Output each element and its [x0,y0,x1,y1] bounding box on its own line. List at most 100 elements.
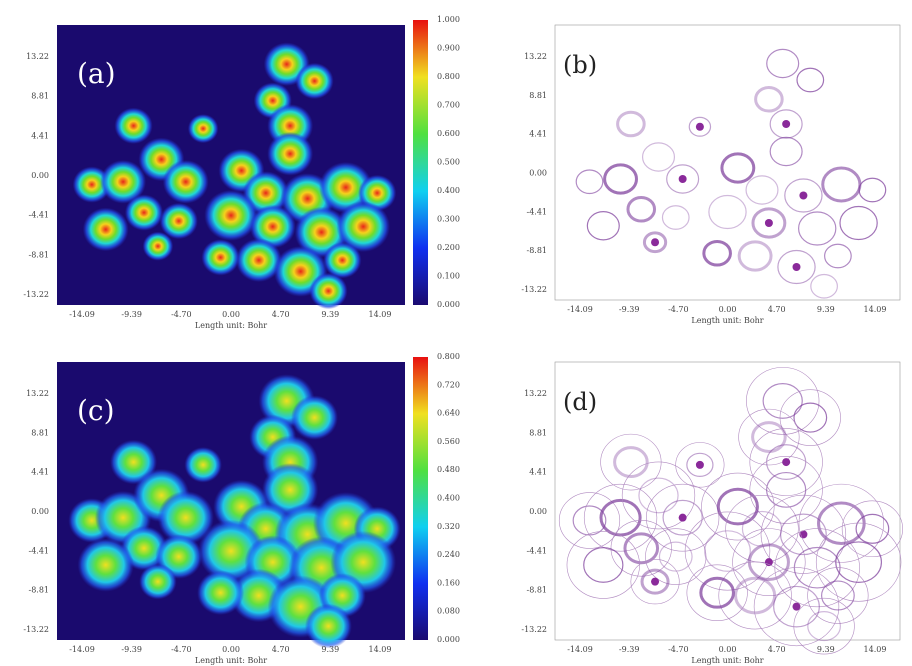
x-tick-label: 0.00 [719,305,737,314]
x-tick-label: -4.70 [668,645,689,654]
x-axis-label: Length unit: Bohr [195,321,267,330]
colorbar [413,357,428,640]
colorbar-tick-label: 0.320 [437,522,460,531]
colorbar-tick-label: 1.000 [437,15,460,24]
density-blob [197,570,244,615]
panel-label: (c) [77,394,115,427]
colorbar-tick-label: 0.400 [437,494,460,503]
y-tick-label: -8.81 [28,586,49,595]
x-tick-label: 4.70 [272,645,290,654]
x-tick-label: 0.00 [222,645,240,654]
colorbar-tick-label: 0.640 [437,409,460,418]
y-tick-label: 8.81 [31,92,49,101]
x-tick-label: 9.39 [321,645,339,654]
y-tick-label: -8.81 [526,246,547,255]
colorbar-tick-label: 0.480 [437,465,460,474]
atom-center [782,458,790,466]
x-tick-label: 14.09 [864,645,887,654]
atom-center [765,558,773,566]
y-tick-label: 4.41 [31,131,49,140]
x-tick-label: 4.70 [768,645,786,654]
y-tick-label: -8.81 [28,250,49,259]
panel: (c) -14.09 -9.39 -4.70 0.00 4.70 9.39 14.09 13.2… [23,352,460,665]
x-tick-label: 9.39 [321,310,339,319]
density-blob [309,273,347,309]
density-blob [295,63,333,99]
colorbar-tick-label: 0.000 [437,300,460,309]
colorbar-tick-label: 0.500 [437,158,460,167]
x-tick-label: -9.39 [121,645,142,654]
colorbar-tick-label: 0.400 [437,186,460,195]
x-axis-label: Length unit: Bohr [691,316,763,325]
y-tick-label: 13.22 [524,52,547,61]
x-tick-label: 4.70 [768,305,786,314]
density-blob [204,190,258,241]
x-tick-label: -14.09 [69,645,95,654]
colorbar-tick-label: 0.300 [437,215,460,224]
atom-center [799,192,807,200]
x-tick-label: -9.39 [121,310,142,319]
colorbar [413,20,428,305]
atom-center [782,120,790,128]
colorbar-tick-label: 0.080 [437,607,460,616]
x-tick-label: 14.09 [369,310,392,319]
panel: (b) -14.09 -9.39 -4.70 0.00 4.70 9.39 14.09 13.2… [521,25,900,325]
colorbar-tick-label: 0.200 [437,243,460,252]
x-tick-label: 0.00 [719,645,737,654]
y-tick-label: -13.22 [23,290,49,299]
atom-center [679,175,687,183]
atom-center [765,219,773,227]
x-tick-label: 9.39 [817,305,835,314]
x-tick-label: 0.00 [222,310,240,319]
x-tick-label: -9.39 [619,305,640,314]
y-tick-label: 13.22 [26,389,49,398]
y-tick-label: -4.41 [28,546,49,555]
y-tick-label: 0.00 [31,507,49,516]
panel: (d)-14.09-9.39-4.700.004.709.3914.0913.2… [521,362,902,665]
panel-label: (b) [563,51,597,79]
density-blob [78,538,134,592]
density-blob [305,604,352,649]
x-tick-label: 14.09 [864,305,887,314]
density-blob [163,160,209,204]
atom-center [651,238,659,246]
x-axis-label: Length unit: Bohr [195,656,267,665]
y-tick-label: 0.00 [31,171,49,180]
colorbar-tick-label: 0.100 [437,272,460,281]
y-tick-label: -4.41 [526,207,547,216]
density-blob [291,395,338,440]
x-tick-label: -4.70 [171,645,192,654]
density-blob [267,132,313,176]
atom-center [793,263,801,271]
x-tick-label: -4.70 [171,310,192,319]
x-tick-label: -4.70 [668,305,689,314]
y-tick-label: 0.00 [529,507,547,516]
y-tick-label: -13.22 [521,625,547,634]
figure: (a) -14.09 -9.39 -4.70 0.00 4.70 9.39 14.09 13.2… [0,0,912,666]
x-tick-label: -14.09 [567,645,593,654]
density-blob [143,232,174,261]
y-tick-label: 4.41 [529,468,547,477]
y-tick-label: 13.22 [26,52,49,61]
y-tick-label: 8.81 [529,428,547,437]
colorbar-tick-label: 0.720 [437,380,460,389]
y-tick-label: -4.41 [526,546,547,555]
panel-label: (a) [77,57,116,90]
colorbar-tick-label: 0.240 [437,550,460,559]
y-tick-label: 13.22 [524,389,547,398]
colorbar-tick-label: 0.800 [437,352,460,361]
colorbar-tick-label: 0.700 [437,101,460,110]
density-blob [125,194,163,230]
panel-label: (d) [563,388,597,416]
x-tick-label: 14.09 [369,645,392,654]
density-blob [201,239,239,275]
y-tick-label: -4.41 [28,211,49,220]
y-tick-label: 8.81 [31,428,49,437]
colorbar-tick-label: 0.560 [437,437,460,446]
atom-center [679,514,687,522]
y-tick-label: -8.81 [526,586,547,595]
x-tick-label: -14.09 [567,305,593,314]
y-tick-label: -13.22 [521,285,547,294]
x-tick-label: -9.39 [619,645,640,654]
